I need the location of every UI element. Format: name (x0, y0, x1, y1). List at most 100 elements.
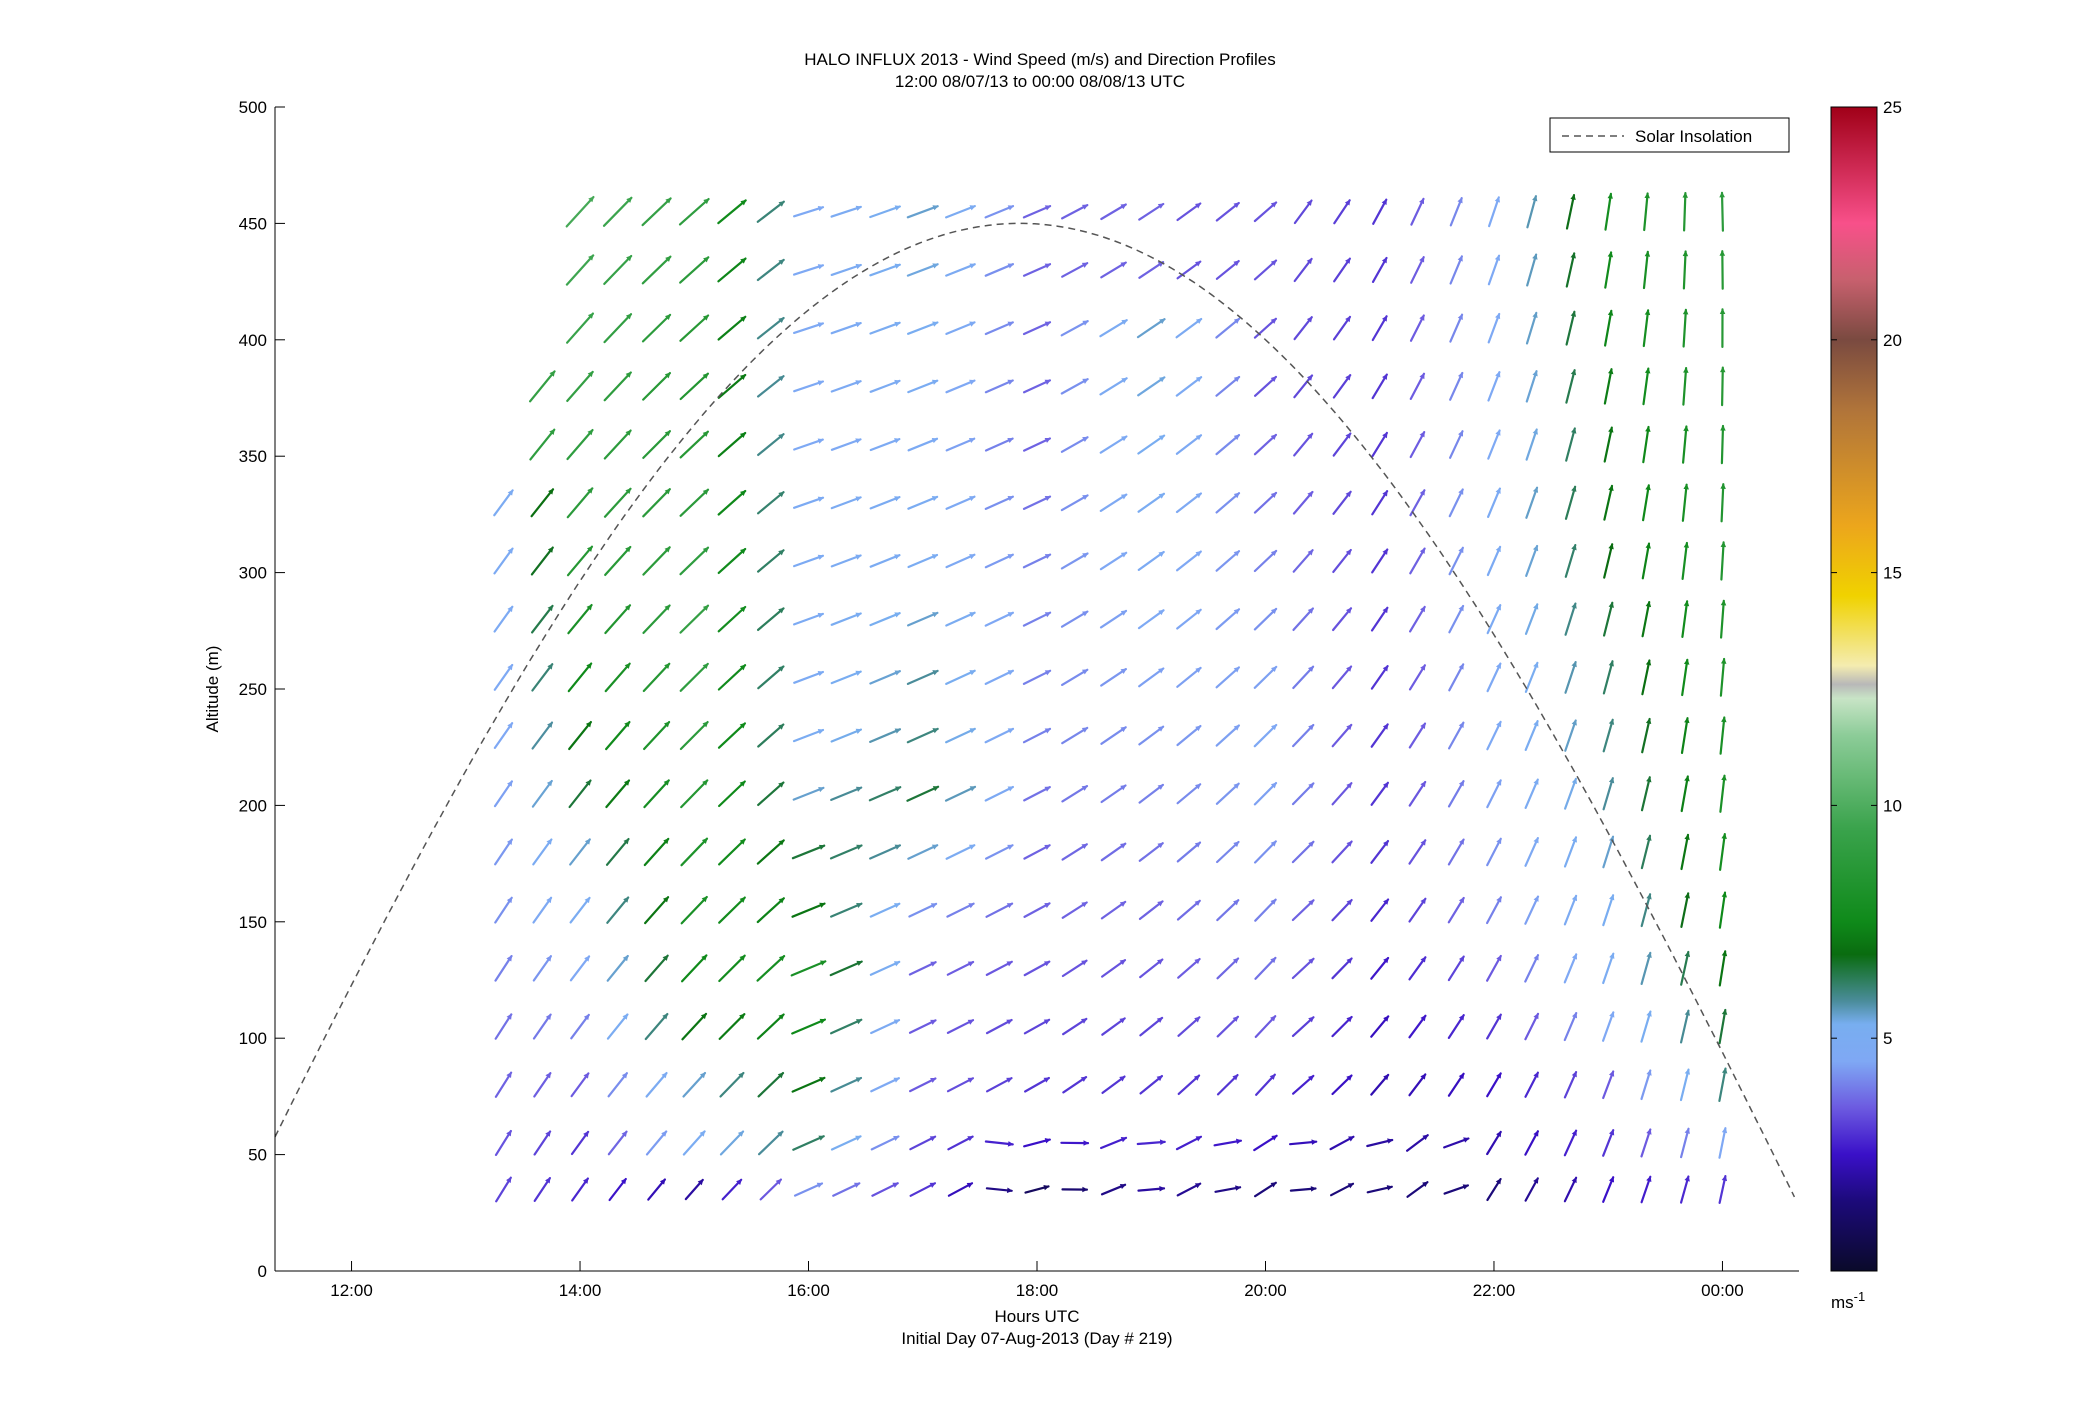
wind-arrow (493, 722, 514, 750)
wind-arrow (1254, 1015, 1277, 1039)
wind-arrow (1408, 839, 1427, 865)
wind-arrow (1332, 432, 1352, 457)
wind-arrow (1641, 484, 1651, 522)
wind-arrow (1603, 368, 1614, 405)
chart-title: HALO INFLUX 2013 - Wind Speed (m/s) and … (804, 50, 1275, 69)
wind-arrow (1331, 782, 1353, 806)
wind-arrow (1719, 308, 1726, 348)
wind-arrow (603, 429, 632, 460)
wind-arrow (869, 205, 901, 219)
wind-arrow (984, 727, 1015, 744)
wind-arrow (1332, 374, 1352, 399)
colorbar-tick-label: 20 (1883, 331, 1902, 350)
x-tick-label: 20:00 (1244, 1281, 1287, 1300)
y-tick-label: 50 (248, 1146, 267, 1165)
wind-arrow (757, 665, 785, 690)
wind-arrow (532, 1013, 552, 1040)
wind-arrow (1447, 780, 1465, 808)
wind-arrow (947, 1135, 974, 1151)
wind-arrow (1371, 373, 1388, 400)
wind-arrow (1602, 894, 1615, 927)
wind-arrow (1603, 484, 1614, 521)
wind-arrow (1525, 544, 1539, 578)
wind-arrow (1100, 261, 1127, 279)
solar-insolation-curve (274, 222, 1796, 1198)
wind-arrow (1680, 775, 1690, 813)
wind-arrow (603, 313, 633, 344)
wind-arrow (1331, 665, 1353, 690)
wind-arrow (1486, 779, 1502, 809)
wind-arrow (1408, 1014, 1427, 1039)
wind-arrow (1136, 1139, 1166, 1146)
wind-arrow (1410, 197, 1425, 226)
wind-arrow (984, 785, 1015, 802)
wind-arrow (1604, 251, 1614, 289)
wind-arrow (759, 1178, 783, 1201)
wind-arrow (1719, 191, 1725, 232)
wind-arrow (1061, 1017, 1088, 1036)
wind-arrow (907, 495, 939, 510)
wind-arrow (1405, 1134, 1429, 1152)
wind-arrow (1137, 492, 1166, 513)
wind-arrow (1601, 1011, 1615, 1042)
wind-arrow (565, 196, 595, 228)
wind-arrow (1720, 366, 1726, 407)
y-tick-label: 300 (239, 564, 267, 583)
wind-arrow (1565, 193, 1576, 230)
wind-arrow (1099, 493, 1128, 512)
wind-arrow (1137, 1186, 1166, 1192)
wind-arrow (1253, 433, 1278, 456)
wind-arrow (604, 604, 632, 635)
wind-arrow (1640, 951, 1652, 986)
wind-arrow (1640, 834, 1652, 870)
wind-arrow (684, 1178, 704, 1201)
wind-arrow (1486, 837, 1502, 867)
wind-arrow (1487, 196, 1501, 228)
wind-arrow (793, 438, 824, 451)
wind-arrow (643, 779, 670, 809)
wind-arrow (1640, 776, 1652, 812)
wind-arrow (945, 437, 976, 452)
wind-arrow (530, 546, 554, 576)
wind-arrow (531, 663, 554, 692)
wind-arrow (1524, 661, 1539, 694)
x-axis-ticks: 12:00 14:00 16:00 18:00 20:00 22:00 00:00 (330, 1261, 1744, 1300)
wind-arrow (1022, 727, 1052, 744)
wind-arrow (1642, 425, 1651, 464)
wind-arrow (906, 263, 939, 277)
wind-arrow (1602, 777, 1615, 811)
wind-arrow (830, 205, 862, 218)
x-tick-label: 14:00 (559, 1281, 602, 1300)
wind-arrow (906, 785, 940, 802)
wind-arrow (985, 1018, 1013, 1035)
wind-arrow (793, 670, 825, 684)
wind-arrow (984, 553, 1014, 569)
wind-arrow (1487, 429, 1501, 460)
wind-arrow (869, 612, 901, 627)
wind-arrow (1253, 665, 1278, 689)
wind-arrow (1682, 308, 1689, 348)
wind-arrow (1449, 255, 1464, 285)
wind-arrow (1176, 608, 1202, 630)
wind-arrow (1022, 553, 1052, 569)
wind-arrow (1099, 551, 1128, 571)
wind-arrow (1329, 1182, 1355, 1197)
wind-arrow (1060, 494, 1089, 512)
wind-arrow (869, 844, 902, 860)
wind-arrow (1213, 1138, 1243, 1147)
wind-arrow (717, 780, 746, 808)
wind-arrow (1215, 724, 1241, 747)
x-tick-label: 00:00 (1701, 1281, 1744, 1300)
wind-arrow (1100, 203, 1127, 221)
wind-arrow (721, 1178, 743, 1201)
wind-arrow (1524, 1130, 1540, 1156)
wind-arrow (1406, 1181, 1429, 1198)
wind-arrow (1292, 665, 1315, 690)
wind-arrow (1253, 259, 1278, 281)
wind-arrow (718, 954, 746, 983)
wind-arrow (1253, 317, 1278, 339)
wind-arrow (1485, 954, 1502, 982)
wind-arrow (1176, 202, 1202, 222)
wind-arrow (1370, 898, 1390, 922)
wind-arrow (1060, 552, 1089, 570)
